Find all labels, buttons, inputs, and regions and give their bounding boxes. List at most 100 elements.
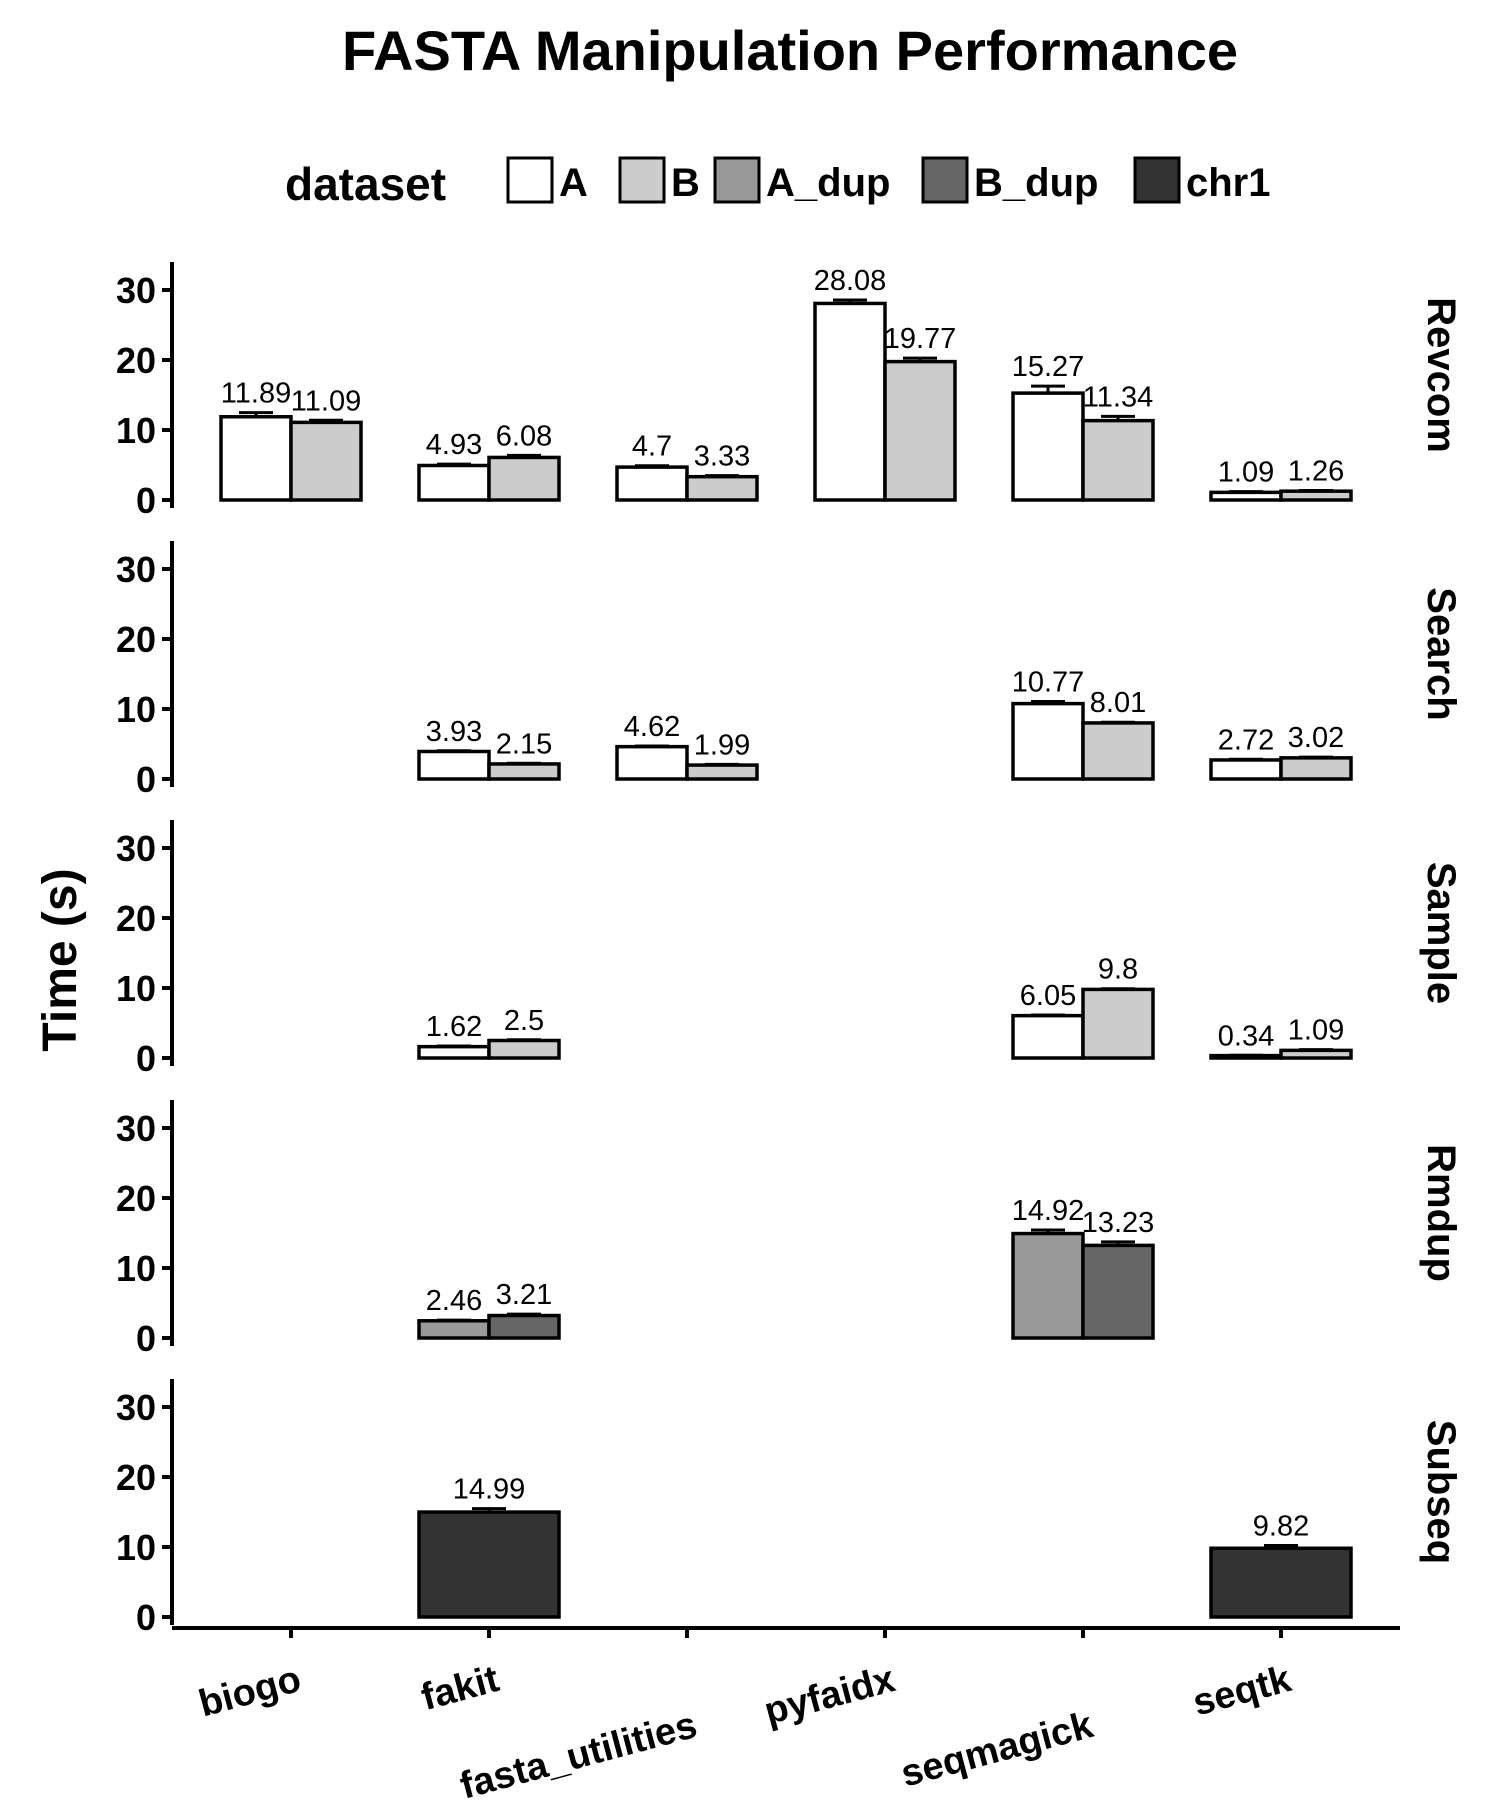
- legend-item-a: A: [506, 156, 588, 205]
- data-label: 2.72: [1218, 724, 1274, 756]
- bar-group-seqmagick-a-dup: 14.92: [1011, 1195, 1085, 1340]
- bar-group-fakit-b: 2.5: [487, 1005, 561, 1060]
- y-tick-label: 30: [116, 549, 156, 590]
- legend-label-chr1: chr1: [1186, 161, 1271, 205]
- data-label: 2.15: [496, 728, 552, 760]
- bar-fakit-a: [417, 1044, 491, 1060]
- legend-item-b: B: [618, 156, 700, 205]
- bar-group-seqtk-b: 3.02: [1279, 722, 1353, 781]
- data-label: 6.08: [496, 420, 552, 452]
- data-label: 11.89: [221, 378, 291, 410]
- strip-label-rmdup: Rmdup: [1419, 1144, 1463, 1282]
- data-label: 8.01: [1090, 687, 1146, 719]
- x-tick-label-biogo: biogo: [195, 1658, 306, 1725]
- x-tick-label-seqtk: seqtk: [1189, 1658, 1297, 1724]
- data-label: 3.21: [496, 1279, 552, 1311]
- panel-sample: 0 10 20 30 Sample 1.62 2.5 6.05 9.8 0.34 1.09: [116, 820, 1463, 1079]
- legend-label-a-dup: A_dup: [766, 161, 890, 205]
- legend-item-b-dup: B_dup: [921, 156, 1098, 205]
- bar-seqmagick-a: [1011, 1013, 1085, 1060]
- legend-swatch-a-dup: [713, 156, 761, 204]
- bar-fakit-b: [487, 455, 561, 502]
- y-tick-label: 30: [116, 828, 156, 869]
- x-tick-label-pyfaidx: pyfaidx: [760, 1658, 899, 1733]
- bar-group-biogo-b: 11.09: [289, 385, 363, 502]
- data-label: 10.77: [1012, 667, 1085, 699]
- data-label: 3.02: [1288, 722, 1344, 754]
- bar-group-fasta-utilities-b: 3.33: [685, 441, 759, 502]
- bar-pyfaidx-b: [883, 359, 957, 502]
- data-label: 0.34: [1218, 1020, 1274, 1052]
- data-label: 13.23: [1082, 1207, 1155, 1239]
- data-label: 3.93: [426, 716, 482, 748]
- chart-title: FASTA Manipulation Performance: [342, 19, 1238, 82]
- data-label: 15.27: [1012, 351, 1085, 383]
- data-label: 4.93: [426, 429, 482, 461]
- bar-group-fakit-b-dup: 3.21: [487, 1279, 561, 1340]
- y-tick-label: 10: [116, 1527, 156, 1568]
- y-tick-label: 0: [136, 480, 156, 521]
- bar-group-fakit-a: 3.93: [417, 716, 491, 781]
- panel-search: 0 10 20 30 Search 3.93 2.15 4.62 1.99 10.778.01 2.…: [116, 541, 1463, 800]
- bar-group-seqmagick-a: 10.77: [1011, 667, 1085, 781]
- bar-group-seqtk-b: 1.09: [1279, 1015, 1353, 1060]
- bar-group-fakit-a: 1.62: [417, 1011, 491, 1060]
- legend-label-b-dup: B_dup: [974, 161, 1098, 205]
- bar-group-fasta-utilities-b: 1.99: [685, 729, 759, 781]
- data-label: 14.99: [453, 1474, 526, 1506]
- data-label: 11.34: [1083, 381, 1153, 413]
- bar-seqmagick-a: [1011, 701, 1085, 781]
- strip-label-sample: Sample: [1419, 862, 1463, 1004]
- bar-group-seqmagick-a: 15.27: [1011, 351, 1085, 502]
- panel-subseq: 0 10 20 30 Subseq 14.99 9.82: [116, 1379, 1463, 1638]
- bar-fakit-a: [417, 463, 491, 502]
- legend-item-a-dup: A_dup: [713, 156, 890, 205]
- y-tick-label: 30: [116, 1387, 156, 1428]
- facet-panels: 0 10 20 30 Revcom 11.89 11.09 4.93 6.08 4.7 3.33 28…: [116, 262, 1463, 1638]
- bar-seqtk-chr1: [1209, 1546, 1353, 1619]
- bar-seqtk-b: [1279, 489, 1353, 502]
- data-label: 4.62: [624, 711, 680, 743]
- panel-revcom: 0 10 20 30 Revcom 11.89 11.09 4.93 6.08 4.7 3.33 28…: [116, 262, 1463, 521]
- bar-seqtk-b: [1279, 756, 1353, 781]
- data-label: 4.7: [632, 431, 672, 463]
- bar-group-seqmagick-a: 6.05: [1011, 980, 1085, 1060]
- y-tick-label: 0: [136, 1318, 156, 1359]
- bar-fasta-utilities-b: [685, 474, 759, 502]
- y-tick-label: 10: [116, 1248, 156, 1289]
- legend-swatch-a: [506, 156, 554, 204]
- legend-label-b: B: [671, 161, 700, 205]
- bar-fasta-utilities-a: [615, 465, 689, 502]
- bar-group-fakit-a: 4.93: [417, 429, 491, 502]
- legend: dataset A B A_dup B_dup chr1: [285, 156, 1271, 210]
- data-label: 6.05: [1020, 980, 1076, 1012]
- bar-seqmagick-b-dup: [1081, 1243, 1155, 1340]
- data-label: 28.08: [814, 265, 887, 297]
- y-tick-label: 20: [116, 898, 156, 939]
- bar-group-pyfaidx-a: 28.08: [813, 265, 887, 502]
- x-tick-label-fakit: fakit: [417, 1658, 504, 1719]
- x-tick-label-fasta-utilities: fasta_utilities: [456, 1704, 701, 1800]
- bar-group-biogo-a: 11.89: [219, 378, 293, 502]
- strip-label-search: Search: [1419, 587, 1463, 720]
- y-tick-label: 30: [116, 270, 156, 311]
- bar-group-seqmagick-b: 8.01: [1081, 687, 1155, 781]
- data-label: 14.92: [1012, 1195, 1085, 1227]
- legend-swatch-chr1: [1133, 156, 1181, 204]
- legend-swatch-b: [618, 156, 666, 204]
- bar-fasta-utilities-b: [685, 763, 759, 781]
- data-label: 19.77: [884, 323, 957, 355]
- data-label: 1.62: [426, 1011, 482, 1043]
- strip-label-revcom: Revcom: [1419, 297, 1463, 453]
- y-tick-label: 20: [116, 340, 156, 381]
- data-label: 1.26: [1288, 455, 1344, 487]
- strip-label-subseq: Subseq: [1419, 1420, 1463, 1564]
- bar-seqmagick-b: [1081, 418, 1155, 502]
- bar-group-seqtk-b: 1.26: [1279, 455, 1353, 502]
- y-tick-label: 10: [116, 410, 156, 451]
- bar-group-seqtk-a: 1.09: [1209, 457, 1283, 502]
- y-tick-label: 30: [116, 1108, 156, 1149]
- bar-group-fasta-utilities-a: 4.7: [615, 431, 689, 502]
